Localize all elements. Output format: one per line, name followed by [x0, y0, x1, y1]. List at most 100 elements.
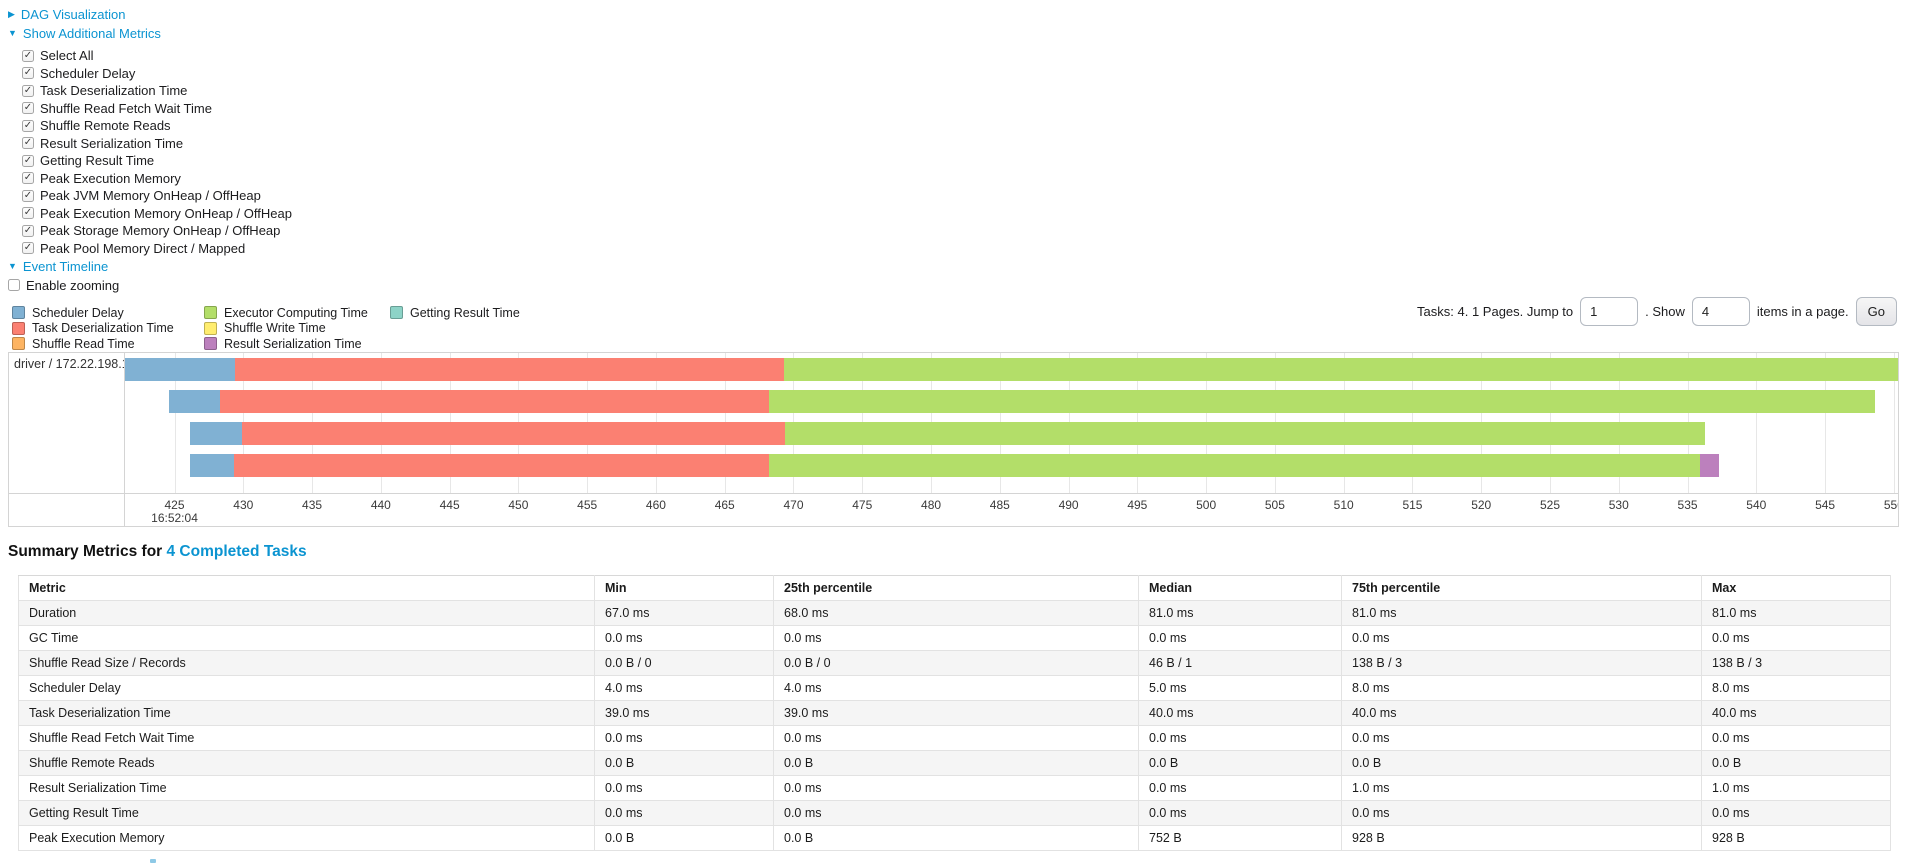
- checkbox-checked-icon[interactable]: ✓: [22, 84, 34, 97]
- table-row: Scheduler Delay 4.0 ms 4.0 ms 5.0 ms 8.0 ms 8…: [18, 675, 1891, 701]
- metric-value-cell: 0.0 ms: [594, 625, 774, 651]
- show-additional-metrics-toggle[interactable]: ▼ Show Additional Metrics: [8, 24, 292, 43]
- legend-label: Shuffle Write Time: [224, 321, 326, 335]
- go-button[interactable]: Go: [1855, 296, 1897, 326]
- metric-value-cell: 0.0 ms: [1138, 775, 1342, 801]
- summary-metrics-table: Metric Min 25th percentile Median 75th perce…: [18, 575, 1891, 851]
- legend-label: Scheduler Delay: [32, 305, 124, 320]
- axis-tick-label: 485: [989, 498, 1010, 512]
- checkbox-checked-icon[interactable]: ✓: [22, 172, 34, 185]
- metric-value-cell: 0.0 ms: [773, 775, 1139, 801]
- metric-name-cell: GC Time: [18, 625, 595, 651]
- task-timeline-bar: [125, 422, 1898, 445]
- axis-tick-label: 530: [1608, 498, 1629, 512]
- checkbox-checked-icon[interactable]: ✓: [22, 119, 34, 132]
- timeline-segment-scheduler_delay[interactable]: [169, 390, 220, 413]
- metric-name-cell: Getting Result Time: [18, 800, 595, 826]
- checkbox-checked-icon[interactable]: ✓: [22, 224, 34, 237]
- metric-value-cell: 8.0 ms: [1701, 675, 1891, 701]
- metric-checkbox-label: Peak Execution Memory OnHeap / OffHeap: [40, 205, 292, 221]
- table-row: Getting Result Time 0.0 ms 0.0 ms 0.0 ms 0.0…: [18, 800, 1891, 826]
- axis-tick-label: 425: [164, 498, 185, 512]
- axis-tick-label: 505: [1264, 498, 1285, 512]
- timeline-segment-executor_computing[interactable]: [785, 422, 1706, 445]
- timeline-segment-task_deserialization[interactable]: [241, 422, 786, 445]
- timeline-segment-executor_computing[interactable]: [768, 454, 1700, 477]
- timeline-segment-task_deserialization[interactable]: [233, 454, 769, 477]
- axis-tick-label: 520: [1471, 498, 1492, 512]
- timeline-segment-task_deserialization[interactable]: [235, 358, 784, 381]
- metric-value-cell: 0.0 ms: [1341, 625, 1702, 651]
- metric-name-cell: Task Deserialization Time: [18, 700, 595, 726]
- legend-item: Shuffle Write Time: [204, 321, 390, 335]
- metric-checkbox-row: ✓ Peak Execution Memory: [22, 170, 292, 188]
- metric-checkbox-row: ✓ Peak Storage Memory OnHeap / OffHeap: [22, 222, 292, 240]
- timeline-segment-scheduler_delay[interactable]: [189, 454, 234, 477]
- metric-value-cell: 0.0 B: [594, 825, 774, 851]
- table-column-header: 75th percentile: [1341, 575, 1702, 601]
- checkbox-checked-icon[interactable]: ✓: [22, 67, 34, 80]
- metric-value-cell: 0.0 ms: [773, 800, 1139, 826]
- metric-value-cell: 0.0 ms: [594, 775, 774, 801]
- checkbox-checked-icon[interactable]: ✓: [22, 242, 34, 255]
- legend-item: Shuffle Read Time: [12, 336, 204, 351]
- timeline-legend: Scheduler Delay Task Deserialization Time…: [12, 306, 590, 353]
- timeline-segment-scheduler_delay[interactable]: [189, 422, 242, 445]
- task-timeline-bar: [125, 454, 1898, 477]
- metric-name-cell: Scheduler Delay: [18, 675, 595, 701]
- metric-name-cell: Shuffle Remote Reads: [18, 750, 595, 776]
- timeline-segment-executor_computing[interactable]: [768, 390, 1875, 413]
- jump-to-page-input[interactable]: [1580, 296, 1639, 326]
- axis-time-of-day-label: 16:52:04: [151, 511, 198, 525]
- legend-swatch-shuffle_read: [12, 337, 25, 350]
- metric-value-cell: 0.0 ms: [1341, 800, 1702, 826]
- timeline-plot-area: [125, 353, 1898, 493]
- items-per-page-input[interactable]: [1691, 296, 1750, 326]
- timeline-segment-result_serialization[interactable]: [1699, 454, 1720, 477]
- checkbox-checked-icon[interactable]: ✓: [22, 154, 34, 167]
- legend-swatch-scheduler_delay: [12, 306, 25, 319]
- timeline-gridline: [174, 353, 176, 493]
- pagination-prefix-text: Tasks: 4. 1 Pages. Jump to: [1417, 303, 1574, 319]
- dag-visualization-label: DAG Visualization: [20, 7, 126, 22]
- legend-swatch-executor_computing: [204, 306, 217, 319]
- legend-label: Shuffle Read Time: [32, 336, 135, 351]
- legend-column: Executor Computing Time Shuffle Write Tim…: [204, 306, 390, 353]
- checkbox-checked-icon[interactable]: ✓: [22, 137, 34, 150]
- task-timeline-bar: [125, 358, 1898, 381]
- metric-value-cell: 0.0 ms: [1138, 725, 1342, 751]
- metric-name-cell: Result Serialization Time: [18, 775, 595, 801]
- checkbox-checked-icon[interactable]: ✓: [22, 102, 34, 115]
- table-row: Task Deserialization Time 39.0 ms 39.0 ms 4…: [18, 700, 1891, 726]
- enable-zooming-checkbox[interactable]: [8, 279, 20, 291]
- metric-value-cell: 81.0 ms: [1341, 600, 1702, 626]
- checkbox-checked-icon[interactable]: ✓: [22, 49, 34, 62]
- metric-checkbox-row: ✓ Shuffle Remote Reads: [22, 117, 292, 135]
- timeline-segment-scheduler_delay[interactable]: [125, 358, 236, 381]
- checkbox-checked-icon[interactable]: ✓: [22, 189, 34, 202]
- legend-item: Result Serialization Time: [204, 337, 390, 351]
- completed-tasks-link[interactable]: 4 Completed Tasks: [166, 543, 307, 560]
- metric-value-cell: 0.0 ms: [1701, 800, 1891, 826]
- metric-value-cell: 0.0 B: [594, 750, 774, 776]
- legend-swatch-shuffle_write: [204, 321, 217, 335]
- metric-checkbox-label: Result Serialization Time: [40, 135, 184, 151]
- axis-tick-label: 500: [1196, 498, 1217, 512]
- metric-value-cell: 0.0 ms: [1701, 625, 1891, 651]
- show-additional-metrics-label: Show Additional Metrics: [22, 26, 161, 41]
- timeline-segment-task_deserialization[interactable]: [219, 390, 769, 413]
- enable-zooming-label: Enable zooming: [26, 277, 120, 293]
- legend-swatch-getting_result: [390, 306, 403, 319]
- event-timeline-toggle[interactable]: ▼ Event Timeline: [8, 257, 292, 276]
- dag-visualization-toggle[interactable]: ▶ DAG Visualization: [8, 5, 292, 24]
- metric-value-cell: 0.0 ms: [594, 725, 774, 751]
- metric-checkbox-label: Select All: [40, 48, 94, 64]
- metric-value-cell: 0.0 B: [1341, 750, 1702, 776]
- timeline-segment-executor_computing[interactable]: [783, 358, 1898, 381]
- legend-item: Getting Result Time: [390, 306, 590, 320]
- caret-down-icon: ▼: [8, 28, 17, 38]
- axis-tick-label: 445: [439, 498, 460, 512]
- metric-checkbox-label: Task Deserialization Time: [40, 83, 188, 99]
- axis-tick-label: 490: [1058, 498, 1079, 512]
- checkbox-checked-icon[interactable]: ✓: [22, 207, 34, 220]
